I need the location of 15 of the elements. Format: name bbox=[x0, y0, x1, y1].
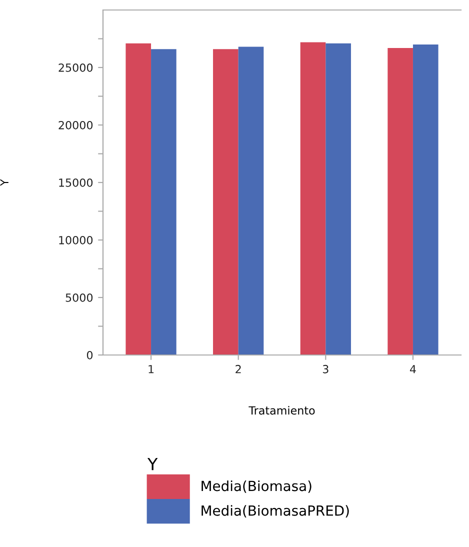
legend-title: Y bbox=[147, 458, 158, 470]
y-tick-label: 5000 bbox=[66, 293, 93, 302]
legend-label: Media(Biomasa) bbox=[202, 480, 312, 493]
y-tick-label: 25000 bbox=[58, 63, 93, 72]
legend-label: Media(BiomasaPRED) bbox=[202, 505, 349, 518]
x-axis-title: Tratamiento bbox=[248, 406, 315, 415]
x-tick-label: 4 bbox=[410, 365, 416, 374]
y-tick-label: 15000 bbox=[59, 178, 93, 187]
x-tick-label: 1 bbox=[148, 365, 154, 374]
x-tick-label: 3 bbox=[322, 364, 328, 374]
y-tick-label: 0 bbox=[86, 350, 93, 360]
y-tick-label: 20000 bbox=[58, 120, 93, 130]
y-tick-label: 10000 bbox=[59, 236, 93, 244]
y-axis-title: Y bbox=[0, 179, 8, 186]
x-tick-label: 2 bbox=[236, 364, 241, 374]
